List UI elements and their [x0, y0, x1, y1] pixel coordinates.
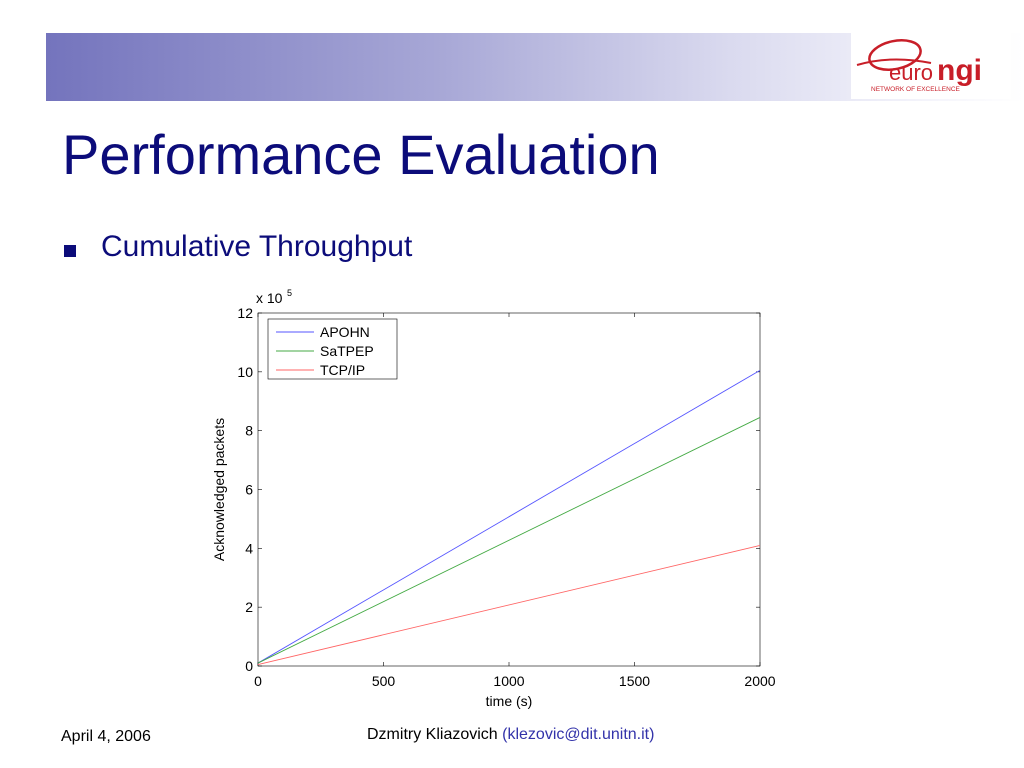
x-axis-ticks: 0 500 1000 1500 2000: [254, 313, 776, 689]
footer-author: Dzmitry Kliazovich (klezovic@dit.unitn.i…: [367, 726, 654, 744]
x-tick-label: 0: [254, 673, 262, 689]
legend-label: TCP/IP: [320, 362, 365, 378]
bullet-square-icon: [64, 245, 76, 257]
eurongi-logo: euro ngi NETWORK OF EXCELLENCE: [851, 33, 1011, 99]
y-tick-label: 12: [237, 305, 253, 321]
y-multiplier-exponent: 5: [287, 288, 292, 298]
x-tick-label: 1500: [619, 673, 650, 689]
author-name: Dzmitry Kliazovich: [367, 726, 498, 743]
y-tick-label: 8: [245, 423, 253, 439]
y-tick-label: 4: [245, 540, 253, 556]
y-tick-label: 6: [245, 482, 253, 498]
x-tick-label: 2000: [744, 673, 775, 689]
legend-label: SaTPEP: [320, 343, 374, 359]
throughput-chart: 0 500 1000 1500 2000 0 2 4 6 8 10 12 x 10 5 time (…: [190, 280, 810, 720]
y-axis-ticks: 0 2 4 6 8 10 12: [237, 305, 760, 674]
y-tick-label: 10: [237, 364, 253, 380]
logo-euro-text: euro: [889, 60, 933, 85]
y-axis-label: Acknowledged packets: [211, 418, 227, 561]
author-email-link[interactable]: (klezovic@dit.unitn.it): [502, 726, 655, 743]
series-line-apohn: [257, 369, 761, 664]
legend-label: APOHN: [320, 324, 370, 340]
eurongi-logo-graphic: euro ngi NETWORK OF EXCELLENCE: [856, 39, 982, 93]
series-line-tcp-ip: [257, 544, 761, 665]
slide-title: Performance Evaluation: [62, 123, 660, 186]
chart-legend: APOHN SaTPEP TCP/IP: [267, 318, 398, 380]
legend-box: [267, 318, 398, 380]
y-tick-label: 0: [245, 658, 253, 674]
y-multiplier-base: x 10: [256, 290, 283, 306]
x-tick-label: 1000: [493, 673, 524, 689]
x-axis-label: time (s): [486, 693, 533, 709]
chart-svg: 0 500 1000 1500 2000 0 2 4 6 8 10 12 x 10 5 time (…: [211, 288, 776, 709]
x-tick-label: 500: [372, 673, 396, 689]
logo-tagline: NETWORK OF EXCELLENCE: [871, 86, 961, 93]
bullet-text: Cumulative Throughput: [101, 230, 413, 263]
logo-ngi-text: ngi: [937, 54, 982, 87]
footer-date: April 4, 2006: [61, 728, 151, 745]
series-lines: [257, 369, 761, 665]
series-line-satpep: [257, 417, 761, 664]
y-tick-label: 2: [245, 599, 253, 615]
